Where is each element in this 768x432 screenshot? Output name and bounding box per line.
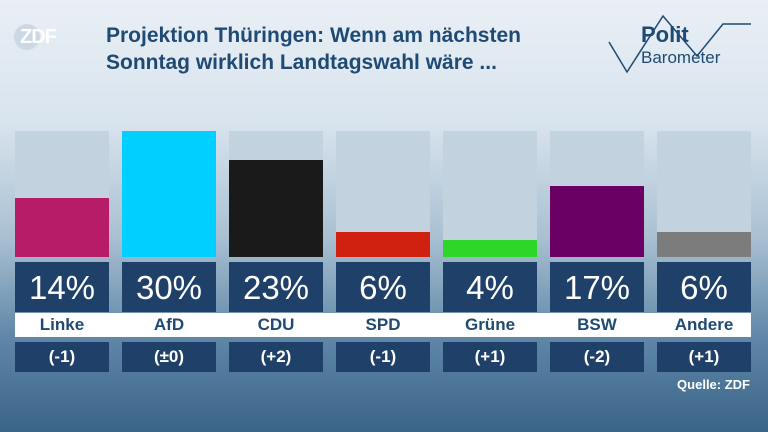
category-label: AfD	[153, 315, 185, 334]
bar-grüne	[443, 240, 537, 257]
category-label: Linke	[39, 315, 85, 334]
source-label: Quelle: ZDF	[677, 377, 750, 392]
change-label: (+1)	[657, 342, 751, 372]
bar-linke	[15, 198, 109, 257]
category-label: Andere	[674, 315, 734, 334]
chart-title-line-1: Projektion Thüringen: Wenn am nächsten	[106, 24, 521, 47]
change-label: (-2)	[550, 342, 644, 372]
chart-title: Projektion Thüringen: Wenn am nächsten S…	[106, 22, 576, 76]
category-label: Grüne	[464, 315, 516, 334]
zdf-logo: ZDF	[14, 22, 57, 52]
bar-bsw	[550, 186, 644, 257]
category-label: CDU	[257, 315, 295, 334]
politbarometer-line-1: Polit	[641, 22, 689, 47]
change-label: (±0)	[122, 342, 216, 372]
value-label: 14%	[15, 262, 109, 312]
value-label: 30%	[122, 262, 216, 312]
bar-spd	[336, 232, 430, 257]
value-label: 4%	[443, 262, 537, 312]
change-label: (+1)	[443, 342, 537, 372]
bar-background	[443, 131, 537, 257]
politbarometer-logo: Polit Barometer	[605, 12, 755, 80]
politbarometer-zigzag-icon	[608, 14, 751, 74]
chart-title-line-2: Sonntag wirklich Landtagswahl wäre ...	[106, 51, 497, 74]
bar-andere	[657, 232, 751, 257]
politbarometer-line-2: Barometer	[641, 48, 721, 67]
value-label: 17%	[550, 262, 644, 312]
value-label: 6%	[657, 262, 751, 312]
value-label: 23%	[229, 262, 323, 312]
change-label: (+2)	[229, 342, 323, 372]
bar-afd	[122, 131, 216, 257]
zdf-logo-circle	[14, 24, 40, 50]
zdf-logo-text: ZDF	[20, 26, 57, 48]
value-label: 6%	[336, 262, 430, 312]
change-label: (-1)	[336, 342, 430, 372]
party-name-strip	[15, 313, 751, 337]
bar-cdu	[229, 160, 323, 257]
category-label: SPD	[365, 315, 401, 334]
change-label: (-1)	[15, 342, 109, 372]
category-label: BSW	[577, 315, 617, 334]
